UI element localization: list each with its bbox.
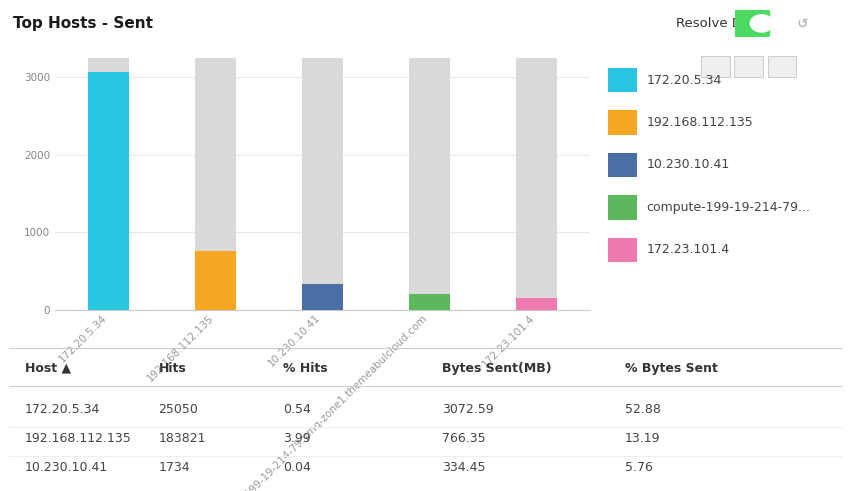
Text: Resolve DNS: Resolve DNS	[676, 17, 760, 30]
FancyBboxPatch shape	[608, 110, 637, 135]
Circle shape	[751, 15, 774, 32]
Text: 172.20.5.34: 172.20.5.34	[647, 74, 722, 86]
Bar	[88, 72, 129, 310]
Text: Hits: Hits	[158, 362, 186, 375]
Text: 1734: 1734	[158, 461, 190, 474]
Text: 334.45: 334.45	[442, 461, 485, 474]
Text: 25050: 25050	[158, 403, 198, 416]
Text: 192.168.112.135: 192.168.112.135	[647, 116, 753, 129]
Bar	[196, 250, 235, 310]
FancyBboxPatch shape	[608, 195, 637, 219]
Text: 192.168.112.135: 192.168.112.135	[26, 432, 132, 445]
Bar	[302, 284, 343, 310]
Text: Top Hosts - Sent: Top Hosts - Sent	[13, 16, 153, 31]
Text: 5.76: 5.76	[625, 461, 653, 474]
FancyBboxPatch shape	[768, 56, 796, 77]
Bar	[409, 295, 450, 310]
Text: 10.230.10.41: 10.230.10.41	[26, 461, 109, 474]
Text: 172.23.101.4: 172.23.101.4	[647, 244, 729, 256]
Text: ↺: ↺	[796, 16, 808, 30]
FancyBboxPatch shape	[701, 56, 729, 77]
Text: Host ▲: Host ▲	[26, 362, 71, 375]
FancyBboxPatch shape	[734, 56, 763, 77]
Bar	[302, 58, 343, 310]
FancyBboxPatch shape	[608, 238, 637, 262]
Text: 0.04: 0.04	[283, 461, 311, 474]
Text: 3072.59: 3072.59	[442, 403, 493, 416]
Text: 766.35: 766.35	[442, 432, 485, 445]
Text: 10.230.10.41: 10.230.10.41	[647, 159, 730, 171]
Text: 0.54: 0.54	[283, 403, 311, 416]
Bar	[409, 58, 450, 310]
Text: 172.20.5.34: 172.20.5.34	[26, 403, 100, 416]
FancyBboxPatch shape	[731, 8, 770, 38]
Text: 183821: 183821	[158, 432, 206, 445]
FancyBboxPatch shape	[608, 153, 637, 177]
Text: 52.88: 52.88	[625, 403, 660, 416]
Text: % Bytes Sent: % Bytes Sent	[625, 362, 717, 375]
Bar	[88, 58, 129, 310]
Bar	[196, 58, 235, 310]
Text: 3.99: 3.99	[283, 432, 311, 445]
FancyBboxPatch shape	[608, 68, 637, 92]
Text: 13.19: 13.19	[625, 432, 660, 445]
Bar	[516, 299, 557, 310]
Text: % Hits: % Hits	[283, 362, 328, 375]
Text: compute-199-19-214-79...: compute-199-19-214-79...	[647, 201, 811, 214]
Bar	[516, 58, 557, 310]
Text: Bytes Sent(MB): Bytes Sent(MB)	[442, 362, 552, 375]
